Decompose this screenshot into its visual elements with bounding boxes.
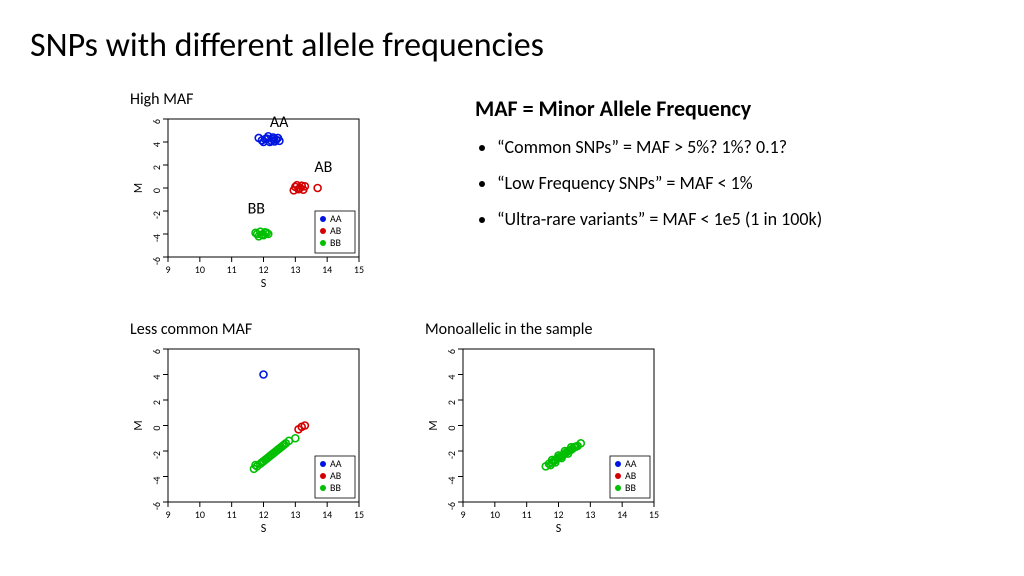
- svg-text:-6: -6: [150, 502, 163, 510]
- chart-panel-high: High MAF9101112131415-6-4-20246SMAAABBBA…: [130, 90, 365, 291]
- svg-text:4: 4: [150, 142, 163, 147]
- legend-swatch: [320, 485, 326, 491]
- svg-text:13: 13: [290, 508, 300, 521]
- svg-text:9: 9: [165, 508, 170, 521]
- svg-text:15: 15: [354, 263, 364, 276]
- legend-swatch: [320, 240, 326, 246]
- svg-text:6: 6: [445, 349, 458, 354]
- svg-text:S: S: [261, 522, 267, 536]
- svg-text:14: 14: [322, 508, 332, 521]
- svg-text:-2: -2: [150, 211, 163, 219]
- svg-text:0: 0: [150, 426, 163, 431]
- slide: SNPs with different allele frequencies M…: [0, 0, 1024, 576]
- scatter-plot: 9101112131415-6-4-20246SMAAABBB: [425, 343, 660, 536]
- svg-text:M: M: [427, 420, 441, 430]
- svg-text:0: 0: [445, 426, 458, 431]
- chart-title: Monoallelic in the sample: [425, 320, 660, 339]
- legend-swatch: [615, 473, 621, 479]
- legend-swatch: [320, 228, 326, 234]
- svg-text:M: M: [132, 420, 146, 430]
- svg-text:-2: -2: [150, 451, 163, 459]
- svg-text:10: 10: [195, 508, 205, 521]
- svg-text:10: 10: [490, 508, 500, 521]
- svg-text:15: 15: [354, 508, 364, 521]
- svg-text:11: 11: [522, 508, 532, 521]
- svg-text:10: 10: [195, 263, 205, 276]
- svg-text:13: 13: [585, 508, 595, 521]
- cluster-label: AB: [314, 158, 332, 177]
- svg-text:0: 0: [150, 188, 163, 193]
- maf-bullet: “Ultra-rare variants” = MAF < 1e5 (1 in …: [497, 208, 995, 230]
- legend-swatch: [615, 485, 621, 491]
- slide-title: SNPs with different allele frequencies: [30, 25, 544, 66]
- legend-label: BB: [330, 236, 341, 249]
- cluster-label: AA: [270, 113, 289, 132]
- svg-text:12: 12: [258, 263, 268, 276]
- svg-text:-6: -6: [150, 257, 163, 265]
- svg-text:15: 15: [649, 508, 659, 521]
- maf-bullet: “Common SNPs” = MAF > 5%? 1%? 0.1?: [497, 136, 995, 158]
- legend-swatch: [320, 461, 326, 467]
- svg-text:S: S: [556, 522, 562, 536]
- svg-text:2: 2: [445, 400, 458, 405]
- svg-text:9: 9: [460, 508, 465, 521]
- svg-text:9: 9: [165, 263, 170, 276]
- svg-text:11: 11: [227, 263, 237, 276]
- legend-swatch: [320, 473, 326, 479]
- legend-label: BB: [330, 481, 341, 494]
- scatter-plot: 9101112131415-6-4-20246SMAAABBBAAABBB: [130, 113, 365, 291]
- svg-text:4: 4: [150, 375, 163, 380]
- maf-header: MAF = Minor Allele Frequency: [475, 95, 995, 122]
- svg-text:11: 11: [227, 508, 237, 521]
- maf-text-block: MAF = Minor Allele Frequency “Common SNP…: [475, 95, 995, 244]
- svg-text:-4: -4: [150, 234, 163, 242]
- svg-text:-4: -4: [445, 477, 458, 485]
- svg-text:M: M: [132, 183, 146, 193]
- svg-text:13: 13: [290, 263, 300, 276]
- svg-text:2: 2: [150, 400, 163, 405]
- cluster-label: BB: [248, 199, 266, 218]
- svg-text:12: 12: [553, 508, 563, 521]
- svg-text:-6: -6: [445, 502, 458, 510]
- maf-bullet: “Low Frequency SNPs” = MAF < 1%: [497, 172, 995, 194]
- svg-text:6: 6: [150, 349, 163, 354]
- chart-panel-less: Less common MAF 9 10 11 12 13 14 15 -6 -4 -2 0 2 4 6 S M…: [130, 320, 365, 536]
- svg-text:2: 2: [150, 165, 163, 170]
- scatter-plot: 9101112131415-6-4-20246SMAAABBB: [130, 343, 365, 536]
- legend-swatch: [615, 461, 621, 467]
- svg-text:14: 14: [617, 508, 627, 521]
- svg-text:-4: -4: [150, 477, 163, 485]
- legend-label: BB: [625, 481, 636, 494]
- legend-swatch: [320, 216, 326, 222]
- svg-text:6: 6: [150, 119, 163, 124]
- chart-title: High MAF: [130, 90, 365, 109]
- svg-text:4: 4: [445, 375, 458, 380]
- svg-text:14: 14: [322, 263, 332, 276]
- chart-panel-mono: Monoallelic in the sample 9 10 11 12 13 14 15 -6…: [425, 320, 660, 536]
- svg-text:12: 12: [258, 508, 268, 521]
- maf-bullet-list: “Common SNPs” = MAF > 5%? 1%? 0.1? “Low …: [475, 136, 995, 230]
- svg-text:S: S: [261, 277, 267, 291]
- chart-title: Less common MAF: [130, 320, 365, 339]
- svg-text:-2: -2: [445, 451, 458, 459]
